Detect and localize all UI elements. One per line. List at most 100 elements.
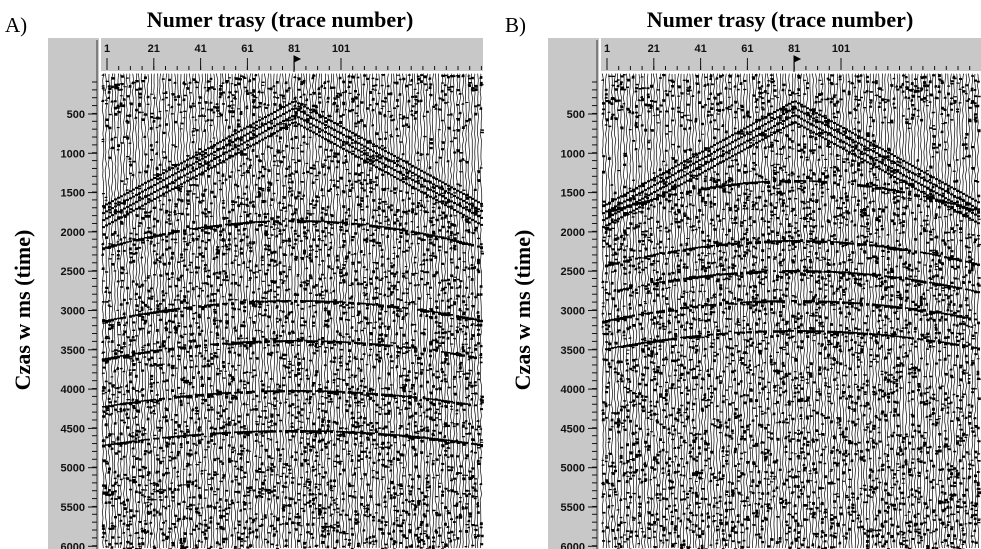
y-tick-label: 1500: [561, 188, 585, 200]
seismic-trace: [625, 73, 629, 549]
seismic-trace: [619, 73, 623, 549]
seismic-trace: [928, 73, 932, 548]
seismic-trace: [937, 73, 941, 549]
seismic-trace: [335, 73, 339, 549]
seismic-trace: [796, 73, 800, 549]
seismic-trace: [958, 73, 962, 549]
seismic-trace: [431, 73, 435, 549]
seismic-events: [601, 74, 981, 549]
seismic-trace: [805, 73, 809, 549]
seismic-trace: [799, 73, 803, 549]
x-tick-label: 81: [288, 43, 300, 55]
seismic-trace: [769, 73, 773, 549]
x-tick-label: 101: [332, 43, 350, 55]
y-tick-label: 6000: [561, 541, 585, 549]
seismic-trace: [230, 73, 234, 549]
seismic-trace: [823, 73, 827, 549]
x-tick-label: 1: [604, 43, 610, 55]
seismic-trace: [443, 73, 447, 549]
seismic-trace: [425, 73, 429, 549]
seismic-trace: [616, 73, 620, 549]
y-tick-label: 5000: [61, 463, 85, 475]
seismic-trace: [329, 73, 333, 549]
seismic-trace: [416, 73, 420, 549]
y-tick-label: 4000: [561, 384, 585, 396]
seismic-trace: [664, 73, 668, 549]
seismic-trace: [263, 73, 267, 549]
y-tick-label: 2000: [561, 227, 585, 239]
seismic-trace: [149, 73, 153, 549]
seismic-trace: [407, 73, 411, 549]
seismic-trace: [197, 73, 201, 548]
seismic-trace: [808, 73, 812, 549]
seismic-trace: [284, 73, 288, 549]
seismic-trace: [880, 73, 884, 549]
seismic-trace: [943, 73, 947, 549]
y-tick-label: 1000: [561, 148, 585, 160]
seismic-trace: [922, 73, 926, 549]
seismic-trace: [119, 73, 123, 549]
seismic-trace: [925, 73, 929, 549]
seismic-trace: [332, 73, 336, 549]
x-tick-label: 81: [788, 43, 800, 55]
seismic-trace: [356, 73, 360, 549]
seismic-trace: [374, 73, 378, 549]
seismic-trace: [191, 73, 195, 549]
seismic-trace: [251, 73, 255, 549]
seismic-trace: [637, 73, 641, 549]
seismic-trace: [104, 73, 108, 549]
x-tick-label: 21: [648, 43, 660, 55]
seismic-events: [101, 74, 484, 549]
y-tick-label: 500: [67, 109, 85, 121]
seismic-trace: [811, 73, 815, 549]
seismic-trace: [883, 73, 887, 549]
y-tick-label: 6000: [61, 541, 85, 549]
seismic-trace: [134, 73, 138, 549]
seismic-trace: [152, 73, 156, 549]
y-tick-label: 3500: [61, 345, 85, 357]
seismic-trace: [479, 73, 483, 549]
seismic-trace: [272, 73, 276, 549]
seismic-trace: [856, 73, 860, 549]
seismic-trace: [344, 73, 348, 549]
seismic-trace: [476, 73, 480, 549]
seismic-trace: [790, 73, 794, 549]
seismic-trace: [305, 73, 309, 549]
seismic-trace: [682, 73, 686, 549]
seismic-trace: [287, 73, 291, 549]
y-tick-label: 1000: [61, 148, 85, 160]
seismic-trace: [610, 73, 614, 549]
seismic-trace: [640, 73, 644, 549]
y-tick-label: 5000: [561, 463, 585, 475]
y-tick-label: 3000: [561, 306, 585, 318]
y-tick-label: 2500: [61, 266, 85, 278]
seismic-trace: [227, 73, 231, 548]
seismic-trace: [745, 74, 749, 549]
x-tick-label: 21: [148, 43, 160, 55]
seismic-trace: [751, 73, 755, 549]
seismic-trace: [766, 73, 770, 548]
seismic-trace: [697, 73, 701, 549]
trace-flag: [793, 55, 802, 72]
seismic-trace: [826, 73, 830, 549]
seismic-trace: [116, 73, 120, 549]
panel-label: A): [5, 13, 27, 37]
y-tick-label: 1500: [61, 188, 85, 200]
seismic-trace: [398, 73, 402, 549]
x-tick-label: 61: [741, 43, 753, 55]
seismic-trace: [646, 73, 650, 549]
seismic-trace: [368, 73, 372, 549]
seismic-trace: [676, 73, 680, 549]
seismic-trace: [715, 73, 719, 549]
x-tick-label: 1: [104, 43, 110, 55]
y-tick-label: 500: [567, 109, 585, 121]
seismic-trace: [976, 73, 980, 549]
seismic-trace: [260, 73, 264, 549]
seismic-trace: [607, 73, 611, 549]
x-tick-label: 41: [694, 43, 706, 55]
y-axis-label: Czas w ms (time): [510, 230, 535, 391]
seismic-trace: [835, 73, 839, 549]
x-tick-label: 61: [241, 43, 253, 55]
x-tick-label: 101: [832, 43, 850, 55]
